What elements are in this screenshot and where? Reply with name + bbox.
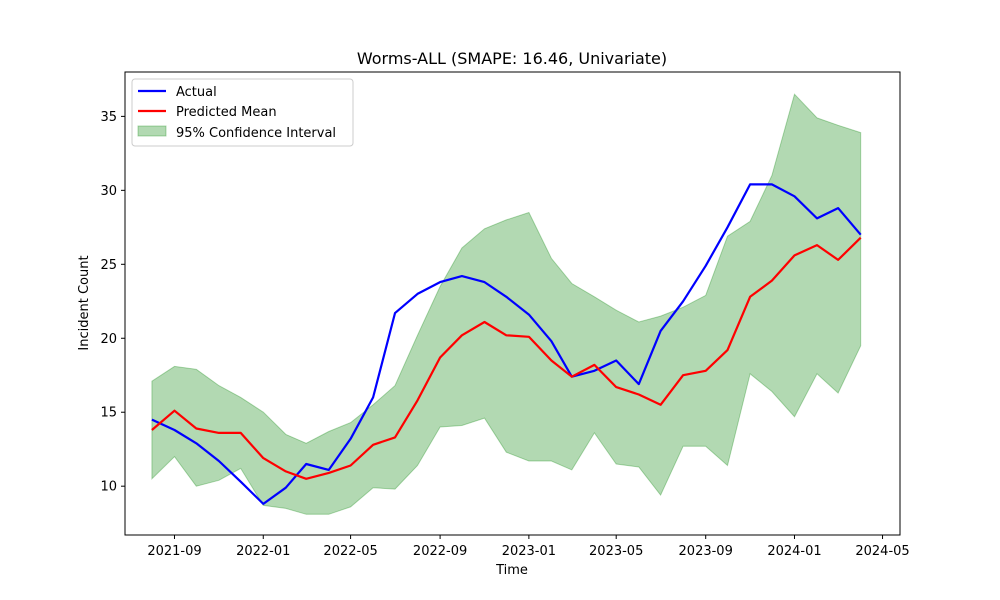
y-tick-label: 20 bbox=[100, 332, 117, 347]
legend-label-actual: Actual bbox=[176, 85, 217, 100]
x-tick-label: 2023-05 bbox=[589, 544, 643, 559]
y-tick-label: 35 bbox=[100, 110, 117, 125]
legend-label-band: 95% Confidence Interval bbox=[176, 126, 336, 141]
x-tick-label: 2024-05 bbox=[855, 544, 909, 559]
legend-label-predicted: Predicted Mean bbox=[176, 105, 277, 120]
x-tick-label: 2021-09 bbox=[147, 544, 201, 559]
x-axis-label: Time bbox=[495, 563, 528, 578]
plot-frame bbox=[124, 71, 901, 536]
x-tick-label: 2023-01 bbox=[502, 544, 556, 559]
legend-box bbox=[131, 78, 354, 147]
chart-title: Worms-ALL (SMAPE: 16.46, Univariate) bbox=[357, 49, 667, 68]
x-tick-label: 2022-09 bbox=[413, 544, 467, 559]
y-axis: 10 15 20 25 30 35 bbox=[100, 110, 125, 495]
y-tick-label: 10 bbox=[100, 480, 117, 495]
x-axis: 2021-09 2022-01 2022-05 2022-09 2023-01 2023-… bbox=[147, 535, 910, 559]
x-tick-label: 2023-09 bbox=[679, 544, 733, 559]
y-axis-label: Incident Count bbox=[77, 255, 92, 350]
y-tick-label: 25 bbox=[100, 258, 117, 273]
y-tick-label: 30 bbox=[100, 184, 117, 199]
x-tick-label: 2022-01 bbox=[236, 544, 290, 559]
confidence-band bbox=[151, 93, 862, 515]
legend-swatch-band bbox=[137, 125, 167, 137]
legend: Actual Predicted Mean 95% Confidence Int… bbox=[131, 78, 354, 147]
x-tick-label: 2024-01 bbox=[767, 544, 821, 559]
series-line-actual bbox=[151, 183, 862, 505]
x-tick-label: 2022-05 bbox=[323, 544, 377, 559]
y-tick-label: 15 bbox=[100, 406, 117, 421]
plot-area bbox=[151, 93, 862, 515]
series-line-predicted-mean bbox=[151, 236, 862, 480]
